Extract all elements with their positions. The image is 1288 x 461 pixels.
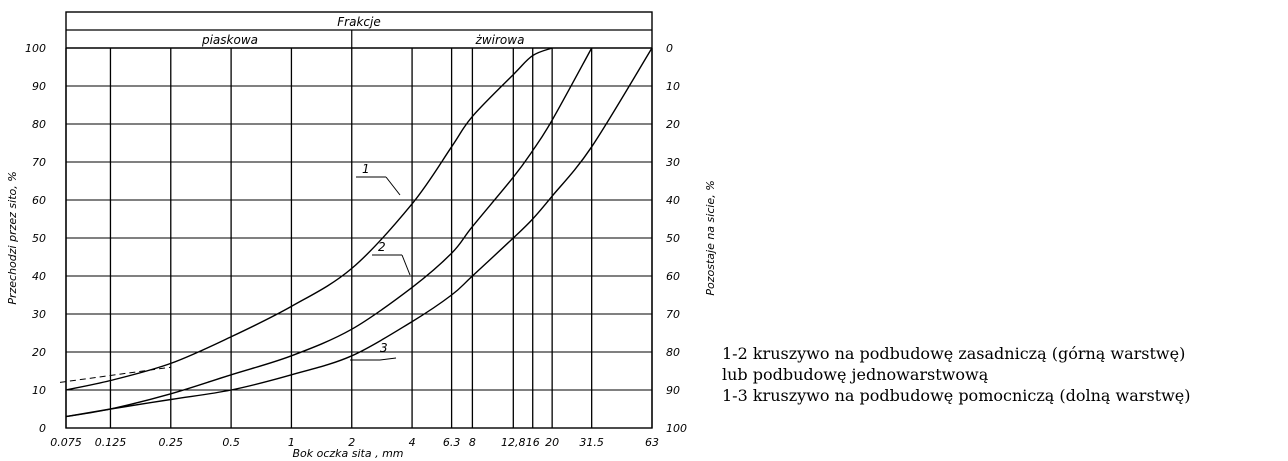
y-tick-label-right: 40 bbox=[666, 194, 680, 207]
grading-curves: 1 2 3 bbox=[59, 47, 653, 418]
y-tick-label-left: 30 bbox=[32, 308, 46, 321]
y-tick-label-right: 10 bbox=[666, 80, 680, 93]
y-tick-label-left: 10 bbox=[32, 384, 46, 397]
x-tick-label: 0.125 bbox=[95, 436, 127, 449]
legend-line-3: 1-3 kruszywo na podbudowę pomocniczą (do… bbox=[722, 386, 1191, 405]
x-tick-label: 31.5 bbox=[579, 436, 604, 449]
fraction-label-sand: piaskowa bbox=[201, 33, 258, 47]
y-tick-label-right: 70 bbox=[666, 308, 680, 321]
y-tick-label-left: 70 bbox=[32, 156, 46, 169]
dashed-extension bbox=[59, 366, 171, 383]
x-tick-label: 16 bbox=[526, 436, 540, 449]
y-tick-label-left: 100 bbox=[25, 42, 46, 55]
x-tick-label: 2 bbox=[348, 436, 355, 449]
tick-labels: 0.075 0.125 0.25 0.5 1 2 4 6.3 8 12,8 16 20 31.5 6301… bbox=[25, 42, 687, 449]
y-tick-label-left: 0 bbox=[39, 422, 46, 435]
curve-number-label: 1 bbox=[362, 162, 370, 176]
x-tick-label: 0.25 bbox=[159, 436, 184, 449]
grading-curve-2 bbox=[65, 47, 593, 418]
curve-label-leader bbox=[379, 357, 397, 361]
x-tick-label: 4 bbox=[409, 436, 416, 449]
fractions-title: Frakcje bbox=[337, 15, 380, 29]
y-tick-label-right: 80 bbox=[666, 346, 680, 359]
y-tick-label-left: 40 bbox=[32, 270, 46, 283]
grading-curve-3 bbox=[65, 47, 653, 418]
curve-label-leader bbox=[385, 176, 401, 196]
legend: 1-2 kruszywo na podbudowę zasadniczą (gó… bbox=[722, 343, 1288, 406]
chart-frame bbox=[65, 11, 653, 429]
y-tick-label-left: 20 bbox=[32, 346, 46, 359]
y-tick-label-right: 20 bbox=[666, 118, 680, 131]
y-axis-label-right: Pozostaje na sicie, % bbox=[704, 180, 717, 295]
legend-line-2: lub podbudowę jednowarstwową bbox=[722, 365, 989, 384]
grading-curve-1 bbox=[65, 47, 553, 391]
curve-number-label: 3 bbox=[380, 341, 388, 355]
y-tick-label-right: 50 bbox=[666, 232, 680, 245]
x-tick-label: 1 bbox=[288, 436, 295, 449]
x-tick-label: 6.3 bbox=[443, 436, 461, 449]
x-tick-label: 63 bbox=[645, 436, 659, 449]
y-tick-label-right: 90 bbox=[666, 384, 680, 397]
y-tick-label-right: 30 bbox=[666, 156, 680, 169]
x-tick-label: 0.5 bbox=[222, 436, 240, 449]
x-tick-label: 0.075 bbox=[50, 436, 82, 449]
fraction-label-gravel: żwirowa bbox=[475, 33, 525, 47]
curve-number-label: 2 bbox=[378, 240, 386, 254]
x-tick-label: 8 bbox=[469, 436, 476, 449]
y-tick-label-left: 60 bbox=[32, 194, 46, 207]
curve-label-leader bbox=[401, 254, 411, 276]
y-tick-label-right: 0 bbox=[666, 42, 673, 55]
fractions-header: piaskowa żwirowa bbox=[201, 33, 524, 47]
plot-border bbox=[65, 11, 653, 429]
y-axis-label-left: Przechodzi przez sito, % bbox=[6, 171, 19, 304]
legend-line-1: 1-2 kruszywo na podbudowę zasadniczą (gó… bbox=[722, 344, 1186, 363]
y-tick-label-left: 50 bbox=[32, 232, 46, 245]
x-tick-label: 12,8 bbox=[501, 436, 526, 449]
y-tick-label-left: 90 bbox=[32, 80, 46, 93]
axis-labels: Bok oczka sita , mm Przechodzi przez sit… bbox=[6, 15, 717, 460]
y-tick-label-left: 80 bbox=[32, 118, 46, 131]
y-tick-label-right: 60 bbox=[666, 270, 680, 283]
chart-grid bbox=[65, 47, 653, 429]
x-tick-label: 20 bbox=[545, 436, 559, 449]
x-axis-label: Bok oczka sita , mm bbox=[292, 447, 403, 460]
y-tick-label-right: 100 bbox=[666, 422, 687, 435]
